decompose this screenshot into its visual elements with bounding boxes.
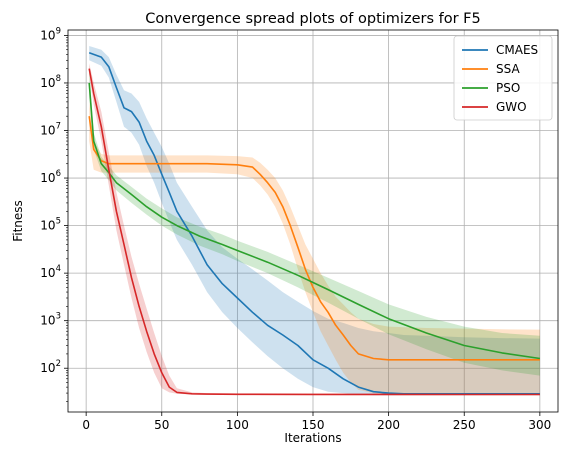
x-tick-label: 200 [377, 418, 400, 432]
x-tick-label: 0 [82, 418, 90, 432]
x-axis-label: Iterations [284, 431, 341, 445]
y-tick-label: 108 [40, 74, 61, 90]
x-tick-label: 50 [154, 418, 169, 432]
gwo-legend-label: GWO [496, 100, 527, 114]
y-tick-label: 103 [40, 312, 61, 328]
y-axis-ticks: 102 103 104 105 106 107 108 109 [40, 26, 68, 402]
ssa-spread-band [89, 101, 540, 395]
x-tick-label: 250 [453, 418, 476, 432]
y-tick-label: 106 [40, 169, 61, 185]
cmaes-legend-label: CMAES [496, 43, 538, 57]
y-tick-label: 109 [40, 26, 61, 42]
y-tick-label: 102 [40, 359, 61, 375]
cmaes-line [88, 52, 540, 395]
x-tick-label: 100 [226, 418, 249, 432]
ssa-line [88, 116, 540, 361]
y-tick-label: 104 [40, 264, 61, 280]
y-tick-label: 105 [40, 217, 61, 233]
x-tick-label: 300 [528, 418, 551, 432]
y-tick-label: 107 [40, 122, 61, 138]
grid [68, 30, 558, 412]
pso-line [88, 82, 541, 360]
pso-spread-band [89, 68, 540, 376]
x-axis-ticks: 0 50 100 150 200 250 300 [82, 412, 551, 432]
ssa-legend-label: SSA [496, 62, 520, 76]
legend: CMAES SSA PSO GWO [453, 35, 553, 121]
legend-box [453, 35, 553, 121]
x-tick-label: 150 [302, 418, 325, 432]
series-lines [88, 52, 541, 396]
gwo-line [88, 68, 540, 396]
pso-legend-label: PSO [496, 81, 520, 95]
y-axis-label: Fitness [11, 200, 25, 242]
chart-title: Convergence spread plots of optimizers f… [145, 11, 480, 27]
